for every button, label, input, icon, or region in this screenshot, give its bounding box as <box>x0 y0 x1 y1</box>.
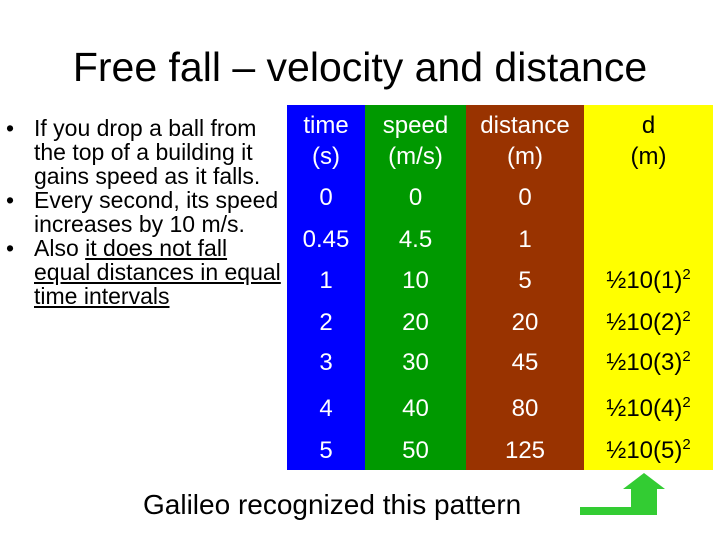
formula-exponent: 2 <box>682 308 691 325</box>
bullet-underlined-text: it does not fall equal distances in equa… <box>34 235 281 309</box>
distance-column-bg <box>466 105 584 470</box>
cell-speed: 10 <box>402 267 429 294</box>
formula-text: ½10(1) <box>606 267 683 294</box>
formula-text: ½10(5) <box>606 437 683 464</box>
formula-exponent: 2 <box>682 436 691 453</box>
cell-time: 4 <box>319 395 333 422</box>
cell-speed: 4.5 <box>398 226 433 253</box>
header-distance: distance (m) <box>466 110 584 172</box>
cell-distance: 20 <box>511 309 539 336</box>
cell-speed: 40 <box>402 395 429 422</box>
bullet-item: If you drop a ball from the top of a bui… <box>6 116 286 188</box>
bullet-text: Every second, its speed increases by 10 … <box>34 187 279 237</box>
formula-text: ½10(2) <box>606 309 683 336</box>
bullet-item: Every second, its speed increases by 10 … <box>6 188 286 236</box>
cell-distance: 45 <box>511 349 539 376</box>
header-unit: (m/s) <box>388 143 443 170</box>
header-unit: (m) <box>630 143 667 170</box>
speed-column-bg <box>365 105 466 470</box>
header-label: time <box>303 112 349 139</box>
cell-time: 0 <box>319 184 333 211</box>
formula-column-bg <box>584 105 713 470</box>
header-speed: speed (m/s) <box>365 110 466 172</box>
formula-exponent: 2 <box>682 348 691 365</box>
footer-caption: Galileo recognized this pattern <box>143 489 522 520</box>
header-label: d <box>641 112 656 139</box>
cell-formula: ½10(4)2 <box>584 394 713 424</box>
header-label: distance <box>480 112 570 139</box>
formula-text: ½10(4) <box>606 395 683 422</box>
header-unit: (m) <box>507 143 543 170</box>
cell-formula: ½10(5)2 <box>584 436 713 466</box>
cell-time: 1 <box>319 267 333 294</box>
cell-distance: 125 <box>504 437 546 464</box>
cell-time: 2 <box>319 309 333 336</box>
header-formula: d (m) <box>584 110 713 172</box>
cell-time: 5 <box>319 437 333 464</box>
header-label: speed <box>382 112 449 139</box>
header-unit: (s) <box>312 143 340 170</box>
cell-speed: 30 <box>402 349 429 376</box>
slide-title: Free fall – velocity and distance <box>72 44 648 90</box>
bullet-item: Also it does not fall equal distances in… <box>6 236 286 308</box>
cell-formula: ½10(2)2 <box>584 308 713 338</box>
cell-distance: 5 <box>518 267 532 294</box>
time-column-bg <box>287 105 365 470</box>
bullet-list: If you drop a ball from the top of a bui… <box>6 116 286 308</box>
cell-speed: 50 <box>402 437 429 464</box>
formula-text: ½10(3) <box>606 349 683 376</box>
cell-speed: 20 <box>402 309 429 336</box>
cell-time: 3 <box>319 349 333 376</box>
cell-formula: ½10(3)2 <box>584 348 713 378</box>
cell-distance: 80 <box>511 395 539 422</box>
header-time: time (s) <box>287 110 365 172</box>
formula-exponent: 2 <box>682 266 691 283</box>
cell-time: 0.45 <box>302 226 350 253</box>
up-arrow-icon <box>580 473 665 515</box>
formula-exponent: 2 <box>682 394 691 411</box>
bullet-text: If you drop a ball from the top of a bui… <box>34 115 261 189</box>
cell-distance: 1 <box>518 226 532 253</box>
cell-formula: ½10(1)2 <box>584 266 713 296</box>
bullet-text-prefix: Also <box>34 235 86 261</box>
cell-distance: 0 <box>518 184 532 211</box>
cell-speed: 0 <box>408 184 423 211</box>
